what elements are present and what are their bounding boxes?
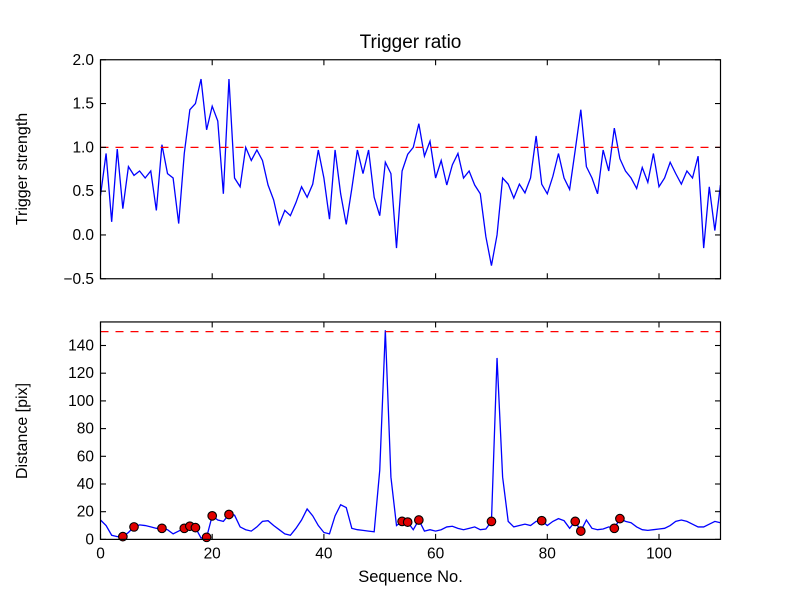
svg-text:140: 140	[68, 338, 94, 355]
svg-text:80: 80	[77, 421, 95, 438]
svg-text:60: 60	[427, 545, 445, 562]
svg-text:Sequence No.: Sequence No.	[358, 568, 463, 586]
svg-text:Trigger strength: Trigger strength	[14, 113, 31, 225]
svg-text:80: 80	[539, 545, 557, 562]
svg-text:20: 20	[77, 504, 95, 521]
svg-text:0: 0	[96, 545, 105, 562]
svg-text:Distance [pix]: Distance [pix]	[14, 383, 31, 479]
svg-text:120: 120	[68, 365, 94, 382]
svg-text:2.0: 2.0	[72, 52, 94, 69]
svg-text:40: 40	[77, 476, 95, 493]
svg-text:100: 100	[68, 393, 94, 410]
svg-text:Trigger ratio: Trigger ratio	[360, 32, 462, 53]
svg-text:100: 100	[646, 545, 672, 562]
svg-text:0: 0	[85, 531, 94, 548]
svg-text:0.5: 0.5	[72, 183, 94, 200]
svg-text:0.0: 0.0	[72, 227, 94, 244]
svg-text:60: 60	[77, 448, 95, 465]
svg-text:−0.5: −0.5	[63, 271, 94, 288]
svg-text:1.0: 1.0	[72, 139, 94, 156]
svg-text:40: 40	[315, 545, 333, 562]
svg-text:1.5: 1.5	[72, 96, 94, 113]
svg-text:20: 20	[204, 545, 222, 562]
